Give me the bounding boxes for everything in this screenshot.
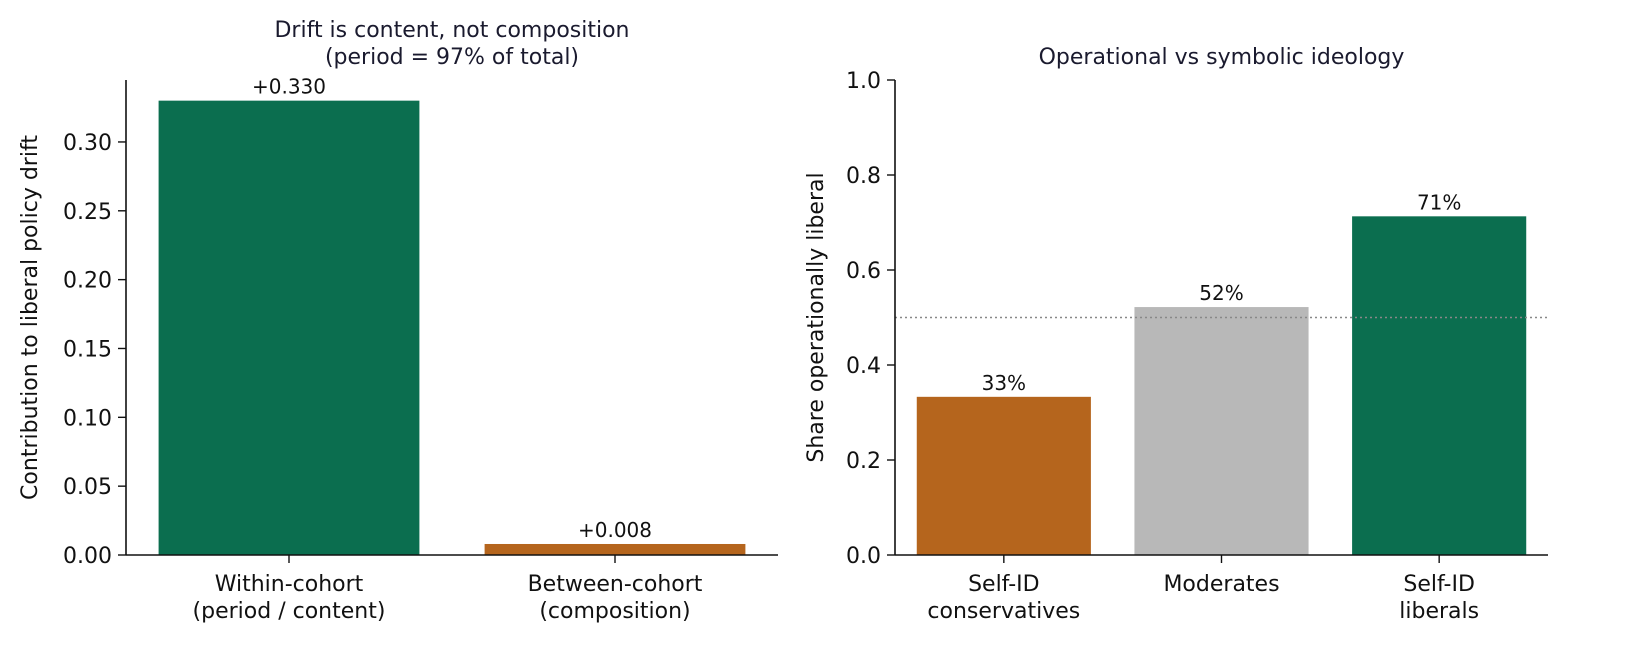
chart-title: Operational vs symbolic ideology bbox=[1039, 45, 1405, 70]
chart-title: (period = 97% of total) bbox=[325, 45, 579, 70]
bar-1 bbox=[484, 543, 746, 555]
bar-2 bbox=[1352, 216, 1527, 555]
x-tick-label: liberals bbox=[1399, 599, 1479, 624]
y-tick-label: 0.4 bbox=[846, 354, 881, 379]
drift-decomposition-chart: Drift is content, not composition(period… bbox=[18, 18, 778, 624]
data-label: +0.330 bbox=[252, 75, 326, 99]
y-tick-label: 0.2 bbox=[846, 449, 881, 474]
x-tick-label: conservatives bbox=[927, 599, 1080, 624]
y-tick-label: 0.05 bbox=[63, 475, 112, 500]
operational-ideology-chart: Operational vs symbolic ideology Share op… bbox=[804, 45, 1548, 624]
x-tick-label: (period / content) bbox=[193, 599, 386, 624]
y-tick-label: 1.0 bbox=[846, 69, 881, 94]
y-tick-label: 0.20 bbox=[63, 269, 112, 294]
x-tick-label: (composition) bbox=[539, 599, 690, 624]
bar-0 bbox=[916, 396, 1091, 555]
y-tick-label: 0.25 bbox=[63, 200, 112, 225]
y-tick-label: 0.8 bbox=[846, 164, 881, 189]
data-label: 33% bbox=[982, 371, 1026, 395]
x-tick-label: Self-ID bbox=[1403, 572, 1475, 597]
data-label: +0.008 bbox=[578, 518, 652, 542]
y-tick-label: 0.0 bbox=[846, 544, 881, 569]
y-axis-label: Contribution to liberal policy drift bbox=[18, 135, 43, 500]
bar-0 bbox=[158, 100, 420, 556]
y-tick-label: 0.6 bbox=[846, 259, 881, 284]
y-tick-label: 0.00 bbox=[63, 544, 112, 569]
y-axis-label: Share operationally liberal bbox=[804, 172, 829, 462]
x-tick-label: Within-cohort bbox=[215, 572, 364, 597]
data-label: 71% bbox=[1417, 190, 1461, 214]
y-tick-label: 0.30 bbox=[63, 131, 112, 156]
data-label: 52% bbox=[1199, 281, 1243, 305]
x-tick-label: Between-cohort bbox=[528, 572, 703, 597]
bar-1 bbox=[1134, 307, 1309, 555]
x-tick-label: Self-ID bbox=[968, 572, 1040, 597]
x-tick-label: Moderates bbox=[1163, 572, 1279, 597]
y-tick-label: 0.10 bbox=[63, 406, 112, 431]
y-tick-label: 0.15 bbox=[63, 337, 112, 362]
chart-title: Drift is content, not composition bbox=[274, 18, 629, 43]
